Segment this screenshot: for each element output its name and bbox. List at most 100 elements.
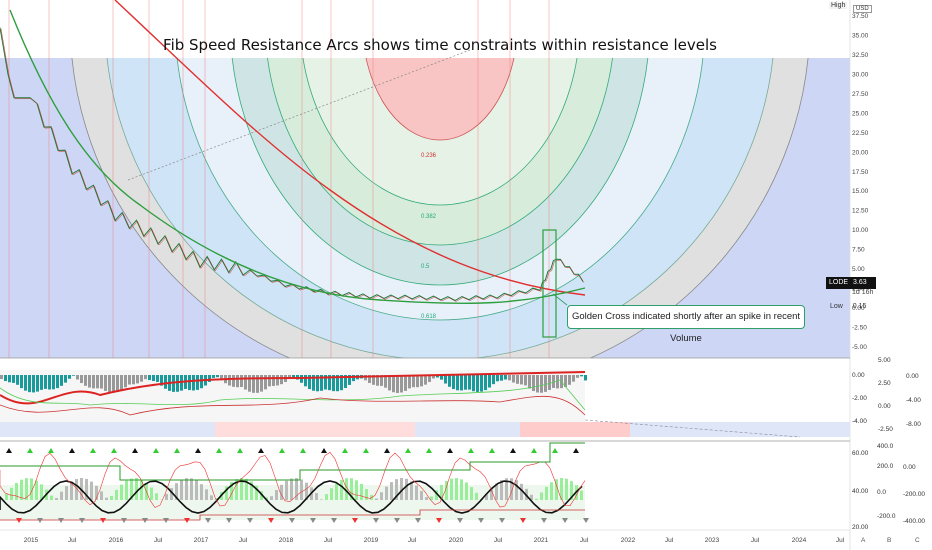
osc2-bar-155 bbox=[155, 493, 158, 500]
osc1-right-tick-3: -2.50 bbox=[878, 426, 893, 433]
osc2-bar-360 bbox=[360, 483, 363, 500]
symbol-label: LODE bbox=[829, 279, 849, 286]
bottom-letter-1: B bbox=[887, 537, 891, 544]
osc1-bar-556 bbox=[556, 375, 559, 389]
osc1-bar-456 bbox=[456, 375, 459, 391]
osc2-bar-200 bbox=[200, 484, 203, 500]
osc2-marker-dn-9 bbox=[205, 518, 211, 523]
osc2-bar-395 bbox=[395, 479, 398, 500]
low-tag: Low 0.15 bbox=[830, 303, 866, 310]
osc1-bar-76 bbox=[76, 375, 79, 380]
osc2-marker-dn-10 bbox=[226, 518, 232, 523]
osc1-bar-436 bbox=[436, 375, 439, 378]
time-tick-15: Jul bbox=[665, 537, 674, 544]
osc2-marker-up-0 bbox=[6, 448, 12, 453]
osc2-left-tick-0: 60.00 bbox=[852, 450, 869, 457]
osc2-bar-285 bbox=[285, 480, 288, 500]
osc2-bar-60 bbox=[60, 491, 63, 500]
osc2-bar-300 bbox=[300, 479, 303, 500]
osc2-bar-280 bbox=[280, 484, 283, 500]
osc1-bar-496 bbox=[496, 375, 499, 382]
time-tick-1: Jul bbox=[68, 537, 77, 544]
osc1-bar-60 bbox=[60, 375, 63, 386]
osc1-bar-160 bbox=[160, 375, 163, 386]
osc2-bar-450 bbox=[450, 478, 453, 500]
osc1-bar-536 bbox=[536, 375, 539, 393]
osc1-signal-line bbox=[0, 371, 586, 405]
osc2-bar-470 bbox=[470, 487, 473, 500]
osc1-bar-72 bbox=[72, 375, 75, 376]
osc1-bar-68 bbox=[68, 375, 71, 379]
osc2-marker-dn-22 bbox=[478, 518, 484, 523]
osc1-bar-336 bbox=[336, 375, 339, 392]
osc2-marker-up-4 bbox=[90, 448, 96, 453]
osc1-bar-208 bbox=[208, 375, 211, 382]
time-tick-18: 2024 bbox=[792, 537, 807, 544]
price-tick-12: 7.50 bbox=[852, 247, 865, 254]
osc1-projection bbox=[584, 419, 801, 438]
annotation-callout[interactable]: Golden Cross indicated shortly after an … bbox=[567, 305, 805, 344]
osc1-bar-104 bbox=[104, 375, 107, 391]
time-tick-4: 2017 bbox=[194, 537, 209, 544]
time-tick-16: 2023 bbox=[705, 537, 720, 544]
osc2-bar-445 bbox=[445, 480, 448, 500]
osc2-bar-40 bbox=[40, 484, 43, 500]
osc1-bar-548 bbox=[548, 375, 551, 390]
osc2-bar-380 bbox=[380, 492, 383, 500]
osc2-green-step bbox=[0, 442, 585, 481]
osc1-bar-228 bbox=[228, 375, 231, 386]
osc2-right-tick-1: -200.00 bbox=[903, 491, 925, 498]
osc2-bar-140 bbox=[140, 479, 143, 500]
osc1-bar-276 bbox=[276, 375, 279, 386]
osc1-bar-472 bbox=[472, 375, 475, 392]
time-tick-9: Jul bbox=[408, 537, 417, 544]
osc1-bar-256 bbox=[256, 375, 259, 393]
osc2-marker-dn-1 bbox=[37, 518, 43, 523]
osc2-bar-545 bbox=[545, 486, 548, 500]
osc1-bar-48 bbox=[48, 375, 51, 390]
osc2-marker-dn-8 bbox=[184, 518, 190, 523]
osc2-bar-435 bbox=[435, 490, 438, 500]
osc1-fast-line bbox=[0, 379, 586, 411]
osc2-marker-up-26 bbox=[552, 448, 558, 453]
currency-label[interactable]: USD bbox=[853, 5, 872, 13]
osc2-bar-110 bbox=[110, 495, 113, 500]
price-tick-14: 2.50 bbox=[852, 286, 865, 293]
osc2-bar-520 bbox=[520, 483, 523, 500]
osc1-bar-352 bbox=[352, 375, 355, 382]
osc2-marker-dn-13 bbox=[289, 518, 295, 523]
osc2-marker-up-6 bbox=[132, 448, 138, 453]
osc2-bar-55 bbox=[55, 497, 58, 500]
osc2-marker-dn-6 bbox=[142, 518, 148, 523]
osc2-marker-dn-3 bbox=[79, 518, 85, 523]
osc2-marker-up-11 bbox=[237, 448, 243, 453]
osc2-bar-50 bbox=[50, 495, 53, 500]
last-price: 3.63 bbox=[853, 279, 867, 286]
osc2-marker-dn-26 bbox=[562, 518, 568, 523]
osc2-bar-505 bbox=[505, 478, 508, 500]
callout-pointer bbox=[552, 293, 568, 306]
osc1-bar-508 bbox=[508, 375, 511, 381]
osc2-bar-340 bbox=[340, 479, 343, 500]
osc2-bar-330 bbox=[330, 488, 333, 500]
osc2-bar-165 bbox=[165, 493, 168, 500]
osc2-bar-175 bbox=[175, 483, 178, 500]
osc2-bar-335 bbox=[335, 483, 338, 500]
osc2-bar-30 bbox=[30, 478, 33, 500]
osc1-left-tick-2: -4.00 bbox=[852, 418, 867, 425]
osc1-bar-404 bbox=[404, 375, 407, 391]
osc1-bar-552 bbox=[552, 375, 555, 388]
osc2-marker-dn-24 bbox=[520, 518, 526, 523]
osc2-bar-150 bbox=[150, 487, 153, 500]
osc2-mid-tick-2: 0.0 bbox=[877, 489, 886, 496]
price-tick-8: 17.50 bbox=[852, 169, 869, 176]
osc2-marker-dn-17 bbox=[373, 518, 379, 523]
osc2-marker-up-19 bbox=[405, 448, 411, 453]
time-tick-3: Jul bbox=[154, 537, 163, 544]
osc2-bar-535 bbox=[535, 498, 538, 500]
osc2-marker-up-5 bbox=[111, 448, 117, 453]
osc2-bar-570 bbox=[570, 481, 573, 500]
price-tick-17: -5.00 bbox=[852, 344, 867, 351]
osc2-bar-515 bbox=[515, 480, 518, 500]
